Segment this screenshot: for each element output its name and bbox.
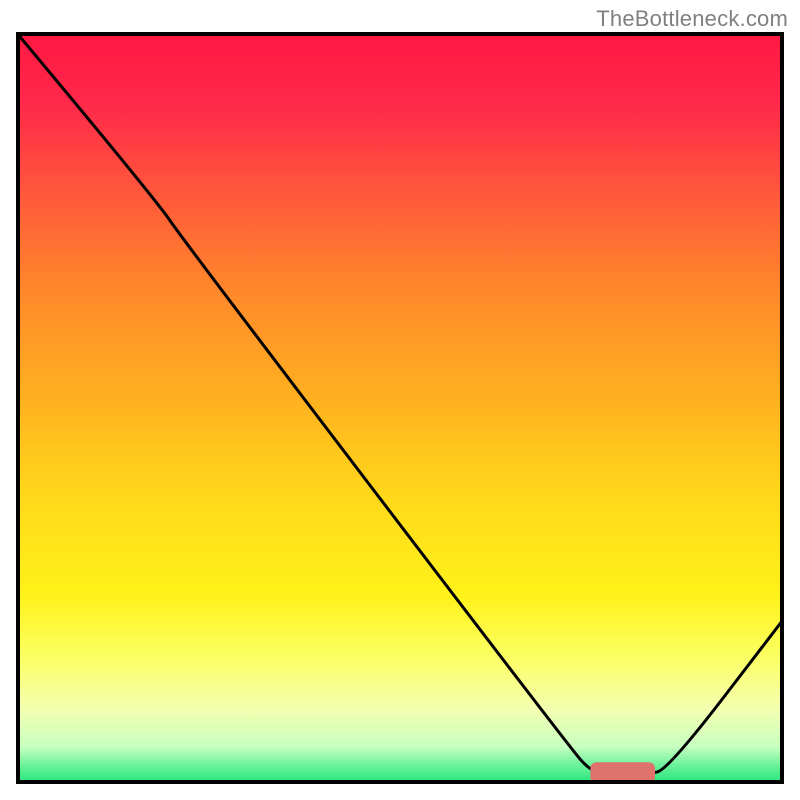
bottleneck-chart: [0, 0, 800, 800]
chart-container: TheBottleneck.com: [0, 0, 800, 800]
gradient-background: [16, 32, 784, 784]
watermark-label: TheBottleneck.com: [596, 6, 788, 32]
